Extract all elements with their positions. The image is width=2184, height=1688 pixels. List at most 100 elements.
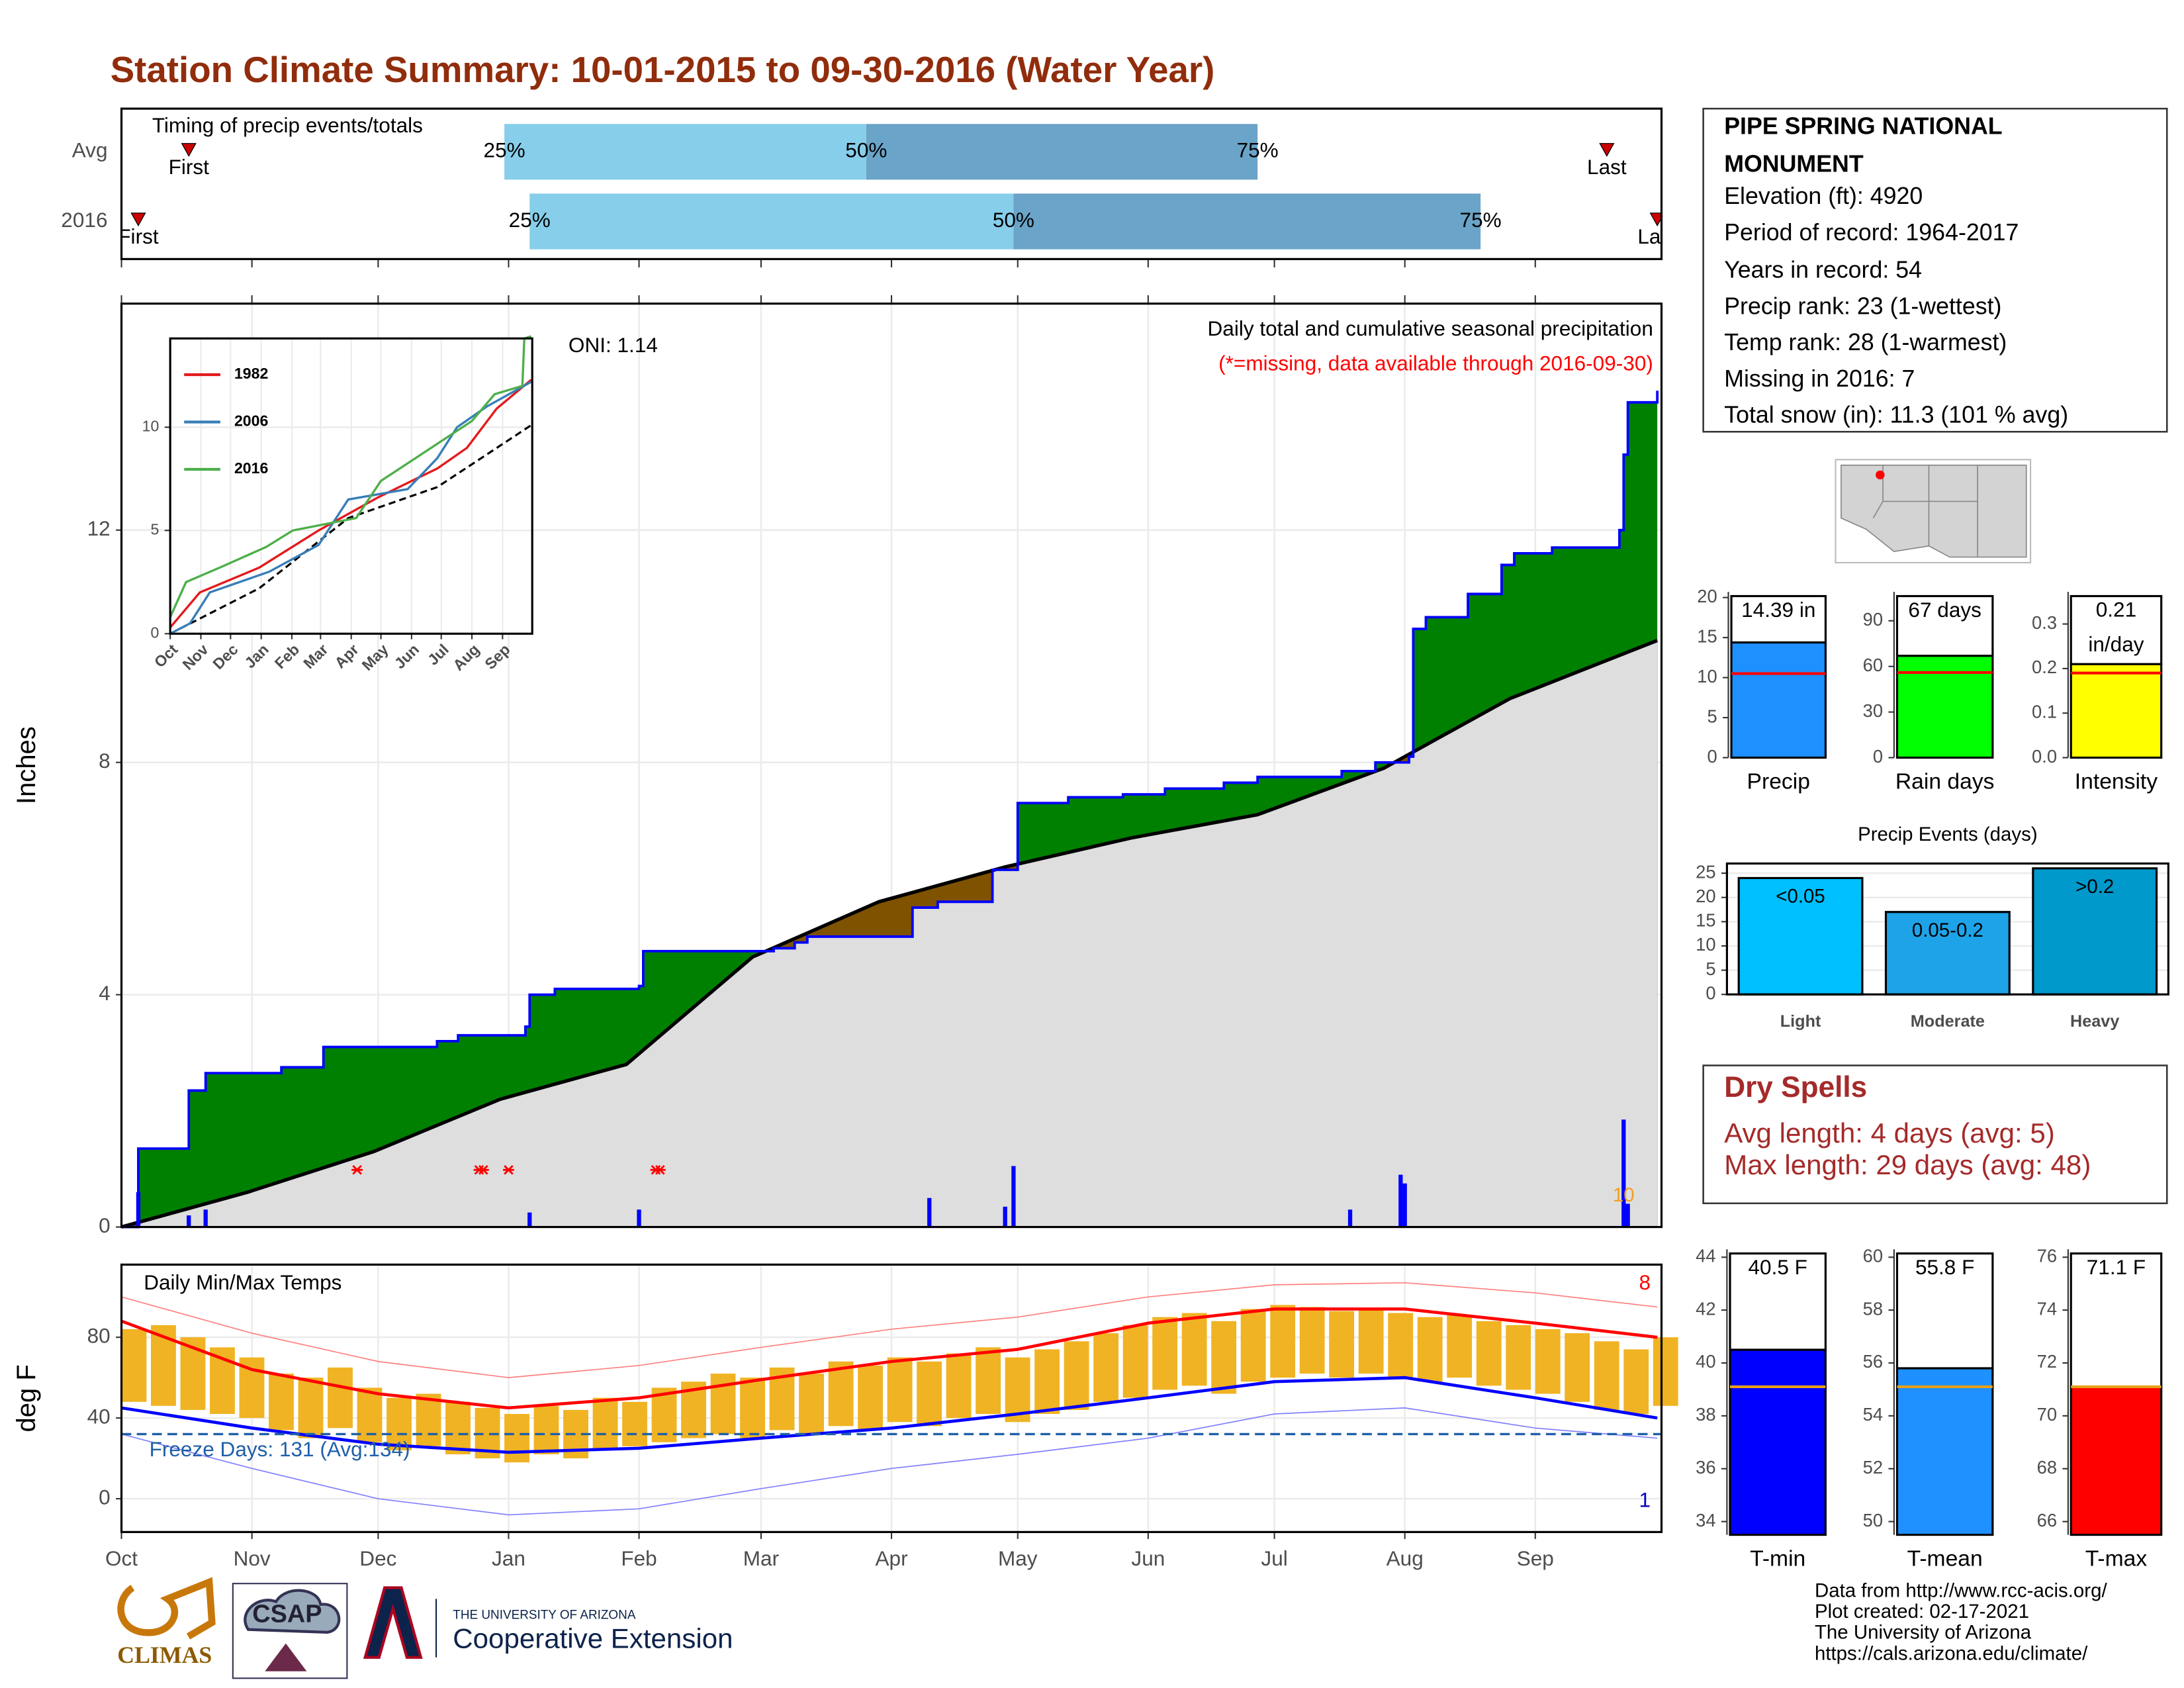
value-label-box — [2070, 1252, 2163, 1388]
daily-range — [1358, 1309, 1384, 1374]
daily-range — [1034, 1349, 1060, 1415]
daily-range — [799, 1374, 824, 1434]
event-label: Last — [1637, 224, 1677, 248]
logos: CLIMAS CSAP THE UNIVERSITY OF ARIZONA Co… — [117, 1577, 733, 1679]
y-tick-label: 0 — [150, 624, 159, 641]
daily-range — [592, 1397, 618, 1450]
quartile-bar — [504, 124, 866, 180]
daily-range — [1211, 1321, 1237, 1394]
daily-bar — [637, 1209, 641, 1227]
y-tick-label: 0 — [99, 1485, 111, 1509]
legend-label: 2016 — [234, 459, 269, 477]
extension-name: Cooperative Extension — [453, 1623, 733, 1654]
bar — [1895, 655, 1994, 759]
oni-annotation: ONI: 1.14 — [569, 333, 658, 357]
y-tick-label: 5 — [1706, 959, 1715, 979]
chart-title: Daily total and cumulative seasonal prec… — [1208, 316, 1653, 340]
value-label-box — [1729, 1252, 1827, 1351]
category-label: Rain days — [1895, 769, 1995, 794]
y-tick-label: 25 — [1696, 861, 1715, 882]
ua-name: THE UNIVERSITY OF ARIZONA — [453, 1609, 636, 1622]
y-tick-label: 58 — [1863, 1298, 1883, 1319]
daily-range — [1623, 1349, 1649, 1415]
x-tick-label: Nov — [234, 1546, 271, 1570]
value-label-box — [1895, 1252, 1994, 1370]
temperature-line — [120, 1307, 1658, 1410]
y-tick-label: 0.3 — [2032, 612, 2057, 633]
bar-label: >0.2 — [2075, 876, 2114, 898]
series-line — [169, 379, 532, 629]
y-tick-label: 66 — [2037, 1510, 2057, 1530]
info-box: PIPE SPRING NATIONAL MONUMENT Elevation (… — [1702, 107, 2168, 433]
info-line: Total snow (in): 11.3 (101 % avg) — [1724, 402, 2068, 428]
plot-frame — [120, 303, 1663, 1229]
y-tick-label: 60 — [1863, 655, 1883, 675]
daily-bar — [187, 1215, 191, 1227]
daily-bar — [203, 1209, 208, 1227]
info-frame — [1702, 107, 2168, 433]
quartile-label: 75% — [1460, 208, 1502, 232]
info-line: Missing in 2016: 7 — [1724, 365, 1915, 392]
dry-spells: Dry Spells Avg length: 4 days (avg: 5) M… — [1702, 1064, 2168, 1205]
y-tick-label: 34 — [1696, 1510, 1715, 1530]
y-tick-label: 40 — [1696, 1351, 1715, 1372]
y-tick-label: 52 — [1863, 1457, 1883, 1477]
y-tick-label: 90 — [1863, 609, 1883, 630]
category-label: T-max — [2085, 1546, 2148, 1571]
info-line: Precip rank: 23 (1-wettest) — [1724, 293, 2001, 319]
plot-frame — [169, 337, 533, 635]
daily-range — [1653, 1337, 1678, 1406]
y-tick-label: 60 — [1863, 1245, 1883, 1266]
y-tick-label: 54 — [1863, 1404, 1883, 1425]
annotation: 10 — [1613, 1184, 1635, 1206]
quartile-label: 50% — [993, 208, 1034, 232]
y-axis-label: Inches — [12, 726, 41, 804]
y-tick-label: 40 — [87, 1404, 111, 1428]
chart-title: Precip Events (days) — [1858, 823, 2038, 845]
y-tick-label: 50 — [1863, 1510, 1883, 1530]
x-tick-label: Sep — [1517, 1546, 1554, 1570]
value-label-box — [1895, 594, 1994, 657]
daily-bar — [1625, 1203, 1630, 1227]
daily-range — [387, 1397, 412, 1450]
missing-marker — [503, 1164, 514, 1175]
daily-range — [328, 1367, 353, 1429]
x-tick-label: Dec — [359, 1546, 396, 1570]
y-tick-label: 10 — [1696, 934, 1715, 955]
value-label-box — [2070, 594, 2163, 665]
y-tick-label: 76 — [2037, 1245, 2057, 1266]
station-name: PIPE SPRING NATIONAL MONUMENT — [1724, 113, 2002, 177]
x-tick-label: Aug — [1387, 1546, 1424, 1570]
plot-frame — [1725, 862, 2169, 996]
y-tick-label: 0 — [1707, 746, 1717, 767]
daily-range — [1299, 1307, 1325, 1374]
y-tick-label: 5 — [150, 520, 159, 538]
y-tick-label: 0.0 — [2032, 746, 2057, 767]
y-tick-label: 0 — [99, 1213, 111, 1237]
y-tick-label: 0 — [1873, 746, 1883, 767]
y-tick-label: 10 — [142, 417, 159, 434]
dry-frame — [1702, 1064, 2168, 1205]
csap-mountain — [265, 1643, 307, 1671]
y-tick-label: 56 — [1863, 1351, 1883, 1372]
temperature-line — [121, 1376, 1658, 1454]
daily-range — [1506, 1325, 1531, 1390]
value-label: 40.5 F — [1748, 1255, 1807, 1279]
category-label: Light — [1780, 1012, 1821, 1031]
value-label: 55.8 F — [1915, 1255, 1974, 1279]
y-tick-label: 8 — [99, 749, 111, 773]
bar-label: <0.05 — [1776, 886, 1825, 908]
record-count: 8 — [1639, 1270, 1651, 1294]
y-tick-label: 42 — [1696, 1298, 1715, 1319]
info-line: Period of record: 1964-2017 — [1724, 219, 2019, 246]
y-tick-label: 12 — [87, 516, 111, 540]
category-label: Precip — [1747, 769, 1810, 794]
x-tick-label: Feb — [621, 1546, 657, 1570]
daily-range — [298, 1378, 324, 1438]
daily-bar — [1402, 1183, 1407, 1227]
daily-range — [1447, 1315, 1473, 1378]
daily-range — [1152, 1317, 1178, 1390]
record-count: 1 — [1639, 1487, 1651, 1511]
daily-range — [1005, 1357, 1030, 1423]
timing-area: 25% 50% 75% First Last 25% 50% 75% First Last — [122, 124, 1677, 250]
